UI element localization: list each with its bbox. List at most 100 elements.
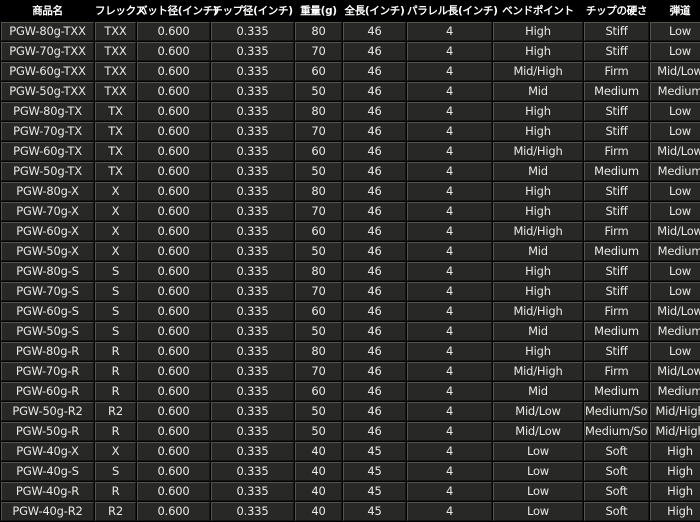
- cell-parallel-length: 4: [407, 322, 492, 341]
- cell-weight: 70: [295, 202, 342, 221]
- cell-total-length: 46: [343, 82, 406, 101]
- cell-weight: 50: [295, 82, 342, 101]
- cell-trajectory: Medium: [650, 322, 700, 341]
- cell-tip-diameter: 0.335: [211, 162, 294, 181]
- cell-tip-diameter: 0.335: [211, 382, 294, 401]
- cell-flex: X: [95, 202, 136, 221]
- cell-bend-point: High: [493, 42, 583, 61]
- cell-tip-stiffness: Soft: [584, 442, 649, 461]
- cell-butt-diameter: 0.600: [137, 462, 210, 481]
- cell-parallel-length: 4: [407, 62, 492, 81]
- cell-tip-stiffness: Stiff: [584, 122, 649, 141]
- cell-tip-diameter: 0.335: [211, 462, 294, 481]
- cell-weight: 80: [295, 102, 342, 121]
- column-header-product-name: 商品名: [1, 1, 94, 21]
- cell-butt-diameter: 0.600: [137, 202, 210, 221]
- cell-butt-diameter: 0.600: [137, 382, 210, 401]
- cell-trajectory: Low: [650, 182, 700, 201]
- cell-trajectory: Low: [650, 22, 700, 41]
- cell-product-name: PGW-40g-R: [1, 482, 94, 501]
- cell-trajectory: Mid/Low: [650, 62, 700, 81]
- cell-bend-point: High: [493, 102, 583, 121]
- cell-flex: R2: [95, 402, 136, 421]
- table-row: PGW-50g-X X 0.600 0.335 50 46 4 Mid Medium Medium: [1, 242, 700, 261]
- cell-total-length: 46: [343, 162, 406, 181]
- cell-bend-point: Low: [493, 502, 583, 521]
- cell-trajectory: Low: [650, 122, 700, 141]
- cell-butt-diameter: 0.600: [137, 502, 210, 521]
- cell-flex: TXX: [95, 82, 136, 101]
- cell-tip-diameter: 0.335: [211, 182, 294, 201]
- cell-weight: 80: [295, 182, 342, 201]
- cell-total-length: 46: [343, 262, 406, 281]
- cell-butt-diameter: 0.600: [137, 182, 210, 201]
- column-header-weight: 重量(g): [295, 1, 342, 21]
- cell-bend-point: Mid: [493, 242, 583, 261]
- cell-total-length: 46: [343, 122, 406, 141]
- cell-weight: 50: [295, 402, 342, 421]
- cell-weight: 70: [295, 362, 342, 381]
- cell-total-length: 46: [343, 142, 406, 161]
- cell-trajectory: Low: [650, 262, 700, 281]
- cell-product-name: PGW-80g-S: [1, 262, 94, 281]
- cell-tip-stiffness: Soft: [584, 482, 649, 501]
- cell-bend-point: Mid/High: [493, 302, 583, 321]
- cell-butt-diameter: 0.600: [137, 422, 210, 441]
- cell-bend-point: Mid: [493, 162, 583, 181]
- cell-flex: S: [95, 462, 136, 481]
- cell-bend-point: Mid/High: [493, 62, 583, 81]
- cell-trajectory: Low: [650, 202, 700, 221]
- cell-total-length: 46: [343, 222, 406, 241]
- cell-tip-stiffness: Stiff: [584, 182, 649, 201]
- cell-product-name: PGW-70g-TXX: [1, 42, 94, 61]
- cell-tip-stiffness: Soft: [584, 502, 649, 521]
- cell-butt-diameter: 0.600: [137, 342, 210, 361]
- cell-trajectory: Low: [650, 342, 700, 361]
- table-row: PGW-40g-S S 0.600 0.335 40 45 4 Low Soft High: [1, 462, 700, 481]
- cell-total-length: 45: [343, 462, 406, 481]
- cell-total-length: 46: [343, 282, 406, 301]
- cell-weight: 50: [295, 322, 342, 341]
- cell-weight: 80: [295, 22, 342, 41]
- cell-parallel-length: 4: [407, 422, 492, 441]
- cell-trajectory: Mid/Low: [650, 302, 700, 321]
- cell-total-length: 45: [343, 482, 406, 501]
- cell-product-name: PGW-80g-TXX: [1, 22, 94, 41]
- cell-butt-diameter: 0.600: [137, 62, 210, 81]
- cell-tip-diameter: 0.335: [211, 402, 294, 421]
- cell-weight: 40: [295, 482, 342, 501]
- cell-parallel-length: 4: [407, 342, 492, 361]
- table-row: PGW-60g-S S 0.600 0.335 60 46 4 Mid/High Firm Mid…: [1, 302, 700, 321]
- cell-parallel-length: 4: [407, 362, 492, 381]
- table-row: PGW-70g-TX TX 0.600 0.335 70 46 4 High Stiff Low: [1, 122, 700, 141]
- cell-flex: TXX: [95, 42, 136, 61]
- cell-total-length: 46: [343, 202, 406, 221]
- cell-bend-point: High: [493, 342, 583, 361]
- cell-parallel-length: 4: [407, 282, 492, 301]
- cell-trajectory: High: [650, 462, 700, 481]
- cell-total-length: 46: [343, 382, 406, 401]
- cell-parallel-length: 4: [407, 142, 492, 161]
- cell-product-name: PGW-50g-R2: [1, 402, 94, 421]
- cell-flex: S: [95, 322, 136, 341]
- cell-butt-diameter: 0.600: [137, 222, 210, 241]
- cell-weight: 60: [295, 62, 342, 81]
- table-row: PGW-80g-X X 0.600 0.335 80 46 4 High Stiff Low: [1, 182, 700, 201]
- cell-flex: R: [95, 362, 136, 381]
- cell-trajectory: Medium: [650, 382, 700, 401]
- cell-flex: TX: [95, 102, 136, 121]
- table-row: PGW-40g-R R 0.600 0.335 40 45 4 Low Soft High: [1, 482, 700, 501]
- cell-trajectory: High: [650, 442, 700, 461]
- cell-tip-diameter: 0.335: [211, 482, 294, 501]
- table-row: PGW-40g-R2 R2 0.600 0.335 40 45 4 Low Soft High: [1, 502, 700, 521]
- column-header-tip-stiffness: チップの硬さ: [584, 1, 649, 21]
- cell-trajectory: Mid/Low: [650, 222, 700, 241]
- cell-butt-diameter: 0.600: [137, 402, 210, 421]
- cell-flex: TX: [95, 162, 136, 181]
- cell-total-length: 46: [343, 422, 406, 441]
- cell-tip-diameter: 0.335: [211, 22, 294, 41]
- table-row: PGW-80g-TXX TXX 0.600 0.335 80 46 4 High Stiff Lo…: [1, 22, 700, 41]
- cell-tip-diameter: 0.335: [211, 122, 294, 141]
- cell-total-length: 45: [343, 502, 406, 521]
- table-row: PGW-70g-TXX TXX 0.600 0.335 70 46 4 High Stiff Lo…: [1, 42, 700, 61]
